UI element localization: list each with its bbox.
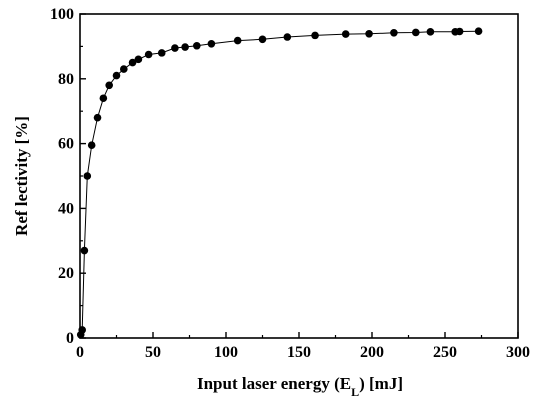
x-axis-title-main: Input laser energy (E <box>197 374 351 393</box>
x-tick-label-200: 200 <box>360 344 384 361</box>
x-axis-title-subscript: L <box>351 385 359 397</box>
data-point-7 <box>105 81 113 90</box>
data-point-9 <box>120 65 128 73</box>
data-point-15 <box>181 43 189 51</box>
data-point-29 <box>474 27 483 35</box>
data-point-8 <box>112 71 121 80</box>
x-axis-title: Input laser energy (EL) [mJ] <box>197 374 403 397</box>
y-tick-label-80: 80 <box>58 71 74 88</box>
data-point-10 <box>128 58 137 67</box>
data-point-3 <box>83 172 92 180</box>
data-point-23 <box>365 29 373 38</box>
data-point-2 <box>80 246 89 255</box>
data-point-13 <box>157 49 166 57</box>
plot-area: 0 50 100 150 200 250 300 0 20 40 60 80 100 <box>50 6 530 361</box>
data-point-24 <box>390 28 398 37</box>
y-tick-label-60: 60 <box>58 136 74 153</box>
y-tick-label-0: 0 <box>66 330 74 347</box>
data-point-6 <box>99 94 108 103</box>
x-tick-label-50: 50 <box>145 344 161 361</box>
y-tick-label-40: 40 <box>58 200 74 217</box>
data-point-11 <box>134 55 143 64</box>
data-point-18 <box>233 36 242 45</box>
x-tick-label-300: 300 <box>506 344 530 361</box>
data-point-1 <box>78 326 86 334</box>
data-point-5 <box>93 113 102 122</box>
data-point-14 <box>171 44 179 52</box>
series-line-0 <box>80 30 479 335</box>
data-point-4 <box>87 141 96 150</box>
data-point-26 <box>426 28 435 36</box>
data-point-20 <box>283 33 292 41</box>
data-point-12 <box>144 50 153 59</box>
data-point-17 <box>207 40 216 48</box>
data-point-16 <box>193 41 201 50</box>
x-tick-label-100: 100 <box>214 344 238 361</box>
x-tick-label-150: 150 <box>287 344 311 361</box>
data-point-22 <box>341 30 350 38</box>
data-point-21 <box>311 31 319 40</box>
y-tick-label-20: 20 <box>58 265 74 282</box>
plot-frame <box>79 13 519 339</box>
y-axis-title: Ref lectivity [%] <box>12 116 31 236</box>
y-tick-label-100: 100 <box>50 6 74 23</box>
data-point-28 <box>455 27 464 36</box>
x-tick-label-250: 250 <box>433 344 457 361</box>
x-tick-label-0: 0 <box>76 344 84 361</box>
data-point-25 <box>412 28 420 37</box>
x-axis-title-end: ) [mJ] <box>359 374 403 393</box>
data-point-19 <box>258 35 267 44</box>
